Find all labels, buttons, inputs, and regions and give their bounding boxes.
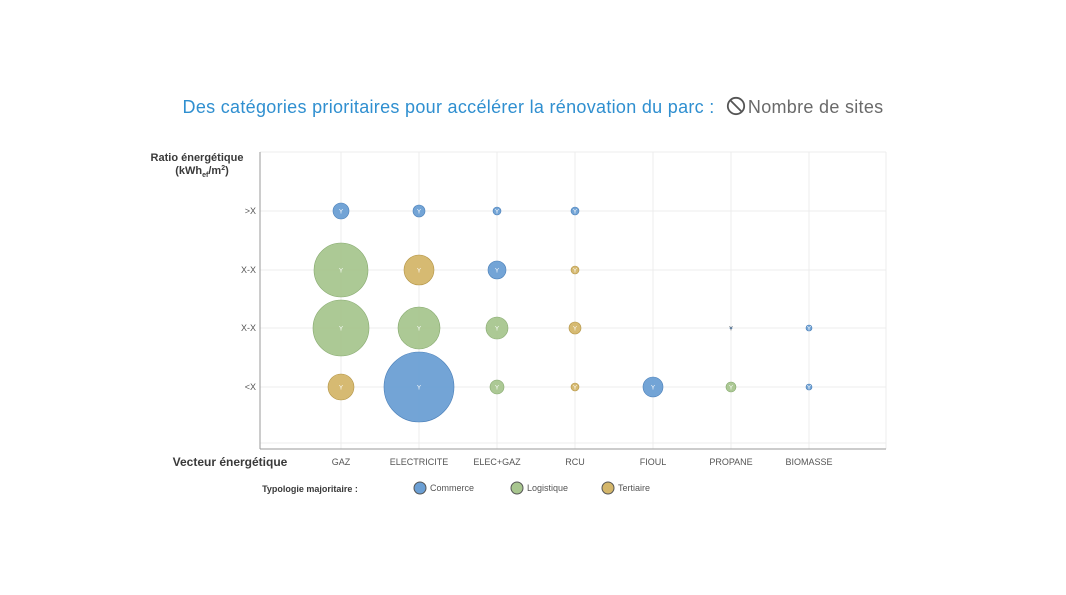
bubble-label: Y [417,210,421,216]
bubble-commerce [805,383,813,391]
legend: Commerce Logistique Tertiaire [413,481,650,495]
bubble-label: Y [573,386,577,392]
bubble-label: Y [729,386,733,392]
x-tick-label: BIOMASSE [785,457,832,467]
title-main: Des catégories prioritaires pour accélér… [182,97,715,117]
bubble-logistique [725,381,737,393]
x-tick-label: FIOUL [640,457,667,467]
y-tick-label: <X [245,382,256,392]
y-axis-unit: (kWhef/m2) [175,165,229,179]
bubble-commerce [492,206,502,216]
bubble-label: Y [495,327,499,333]
bubble-logistique [485,316,509,340]
legend-title: Typologie majoritaire : [262,484,358,494]
x-tick-label: ELEC+GAZ [473,457,521,467]
bubble-logistique [312,299,370,357]
bubble-tertiaire [570,382,580,392]
bubble-commerce [487,260,507,280]
bubble-logistique [313,242,369,298]
legend-label: Logistique [527,483,568,493]
x-tick-label: ELECTRICITE [390,457,449,467]
bubble-commerce [642,376,664,398]
bubble-label: Y [807,327,811,333]
bubble-label: Y [729,327,733,333]
bubble-label: Y [417,269,421,275]
bubble-label: Y [495,269,499,275]
page-title: Des catégories prioritaires pour accélér… [0,96,1066,121]
bubble-label: Y [573,210,577,216]
legend-swatch-tertiaire [601,481,615,495]
bubble-label: Y [339,327,343,333]
bubble-label: Y [417,386,421,392]
legend-label: Commerce [430,483,474,493]
bubble-tertiaire [568,321,582,335]
bubble-label: Y [417,327,421,333]
y-axis-title: Ratio énergétique [151,152,244,164]
bubble-label: Y [573,327,577,333]
bubble-commerce [805,324,813,332]
bubble-commerce [383,351,455,423]
bubble-label: Y [495,210,499,216]
bubble-commerce [412,204,426,218]
bubble-commerce [332,202,350,220]
x-tick-label: PROPANE [709,457,752,467]
bubbles: Y Y Y Y Y Y Y Y Y Y Y Y Y Y Y Y Y Y Y Y Y [312,202,813,423]
bubble-label: Y [573,269,577,275]
bubble-tertiaire [403,254,435,286]
x-tick-label: GAZ [332,457,351,467]
bubble-logistique [489,379,505,395]
bubble-label: Y [807,386,811,392]
bubble-logistique [397,306,441,350]
no-entry-icon [726,96,746,121]
legend-swatch-commerce [413,481,427,495]
bubble-label: Y [339,269,343,275]
bubble-tertiaire [327,373,355,401]
title-subtitle: Nombre de sites [747,97,884,117]
x-tick-labels: GAZ ELECTRICITE ELEC+GAZ RCU FIOUL PROPANE BIO… [332,457,833,467]
grid [260,151,887,449]
y-tick-labels: <X X-X X-X >X [241,206,256,392]
y-tick-label: >X [245,206,256,216]
bubble-commerce [729,326,733,330]
x-tick-label: RCU [565,457,585,467]
bubble-label: Y [339,386,343,392]
bubble-tertiaire [570,265,580,275]
x-axis-title: Vecteur énergétique [173,455,288,469]
bubble-label: Y [339,210,343,216]
legend-swatch-logistique [510,481,524,495]
y-tick-label: X-X [241,265,256,275]
bubble-label: Y [495,386,499,392]
bubble-label: Y [651,386,655,392]
y-tick-label: X-X [241,323,256,333]
legend-label: Tertiaire [618,483,650,493]
bubble-commerce [570,206,580,216]
